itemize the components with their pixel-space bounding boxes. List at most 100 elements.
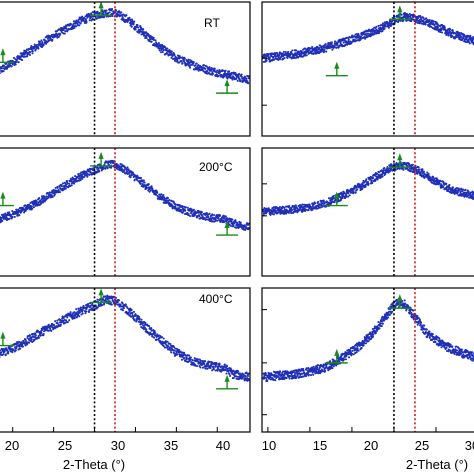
data-point — [175, 351, 178, 354]
data-point — [183, 60, 186, 63]
data-point — [59, 32, 62, 36]
data-point — [195, 364, 199, 368]
data-point — [129, 18, 132, 22]
data-point — [73, 317, 76, 320]
data-point — [268, 56, 271, 60]
data-point — [189, 356, 192, 359]
data-points-right-bottom — [262, 298, 474, 383]
data-point — [381, 30, 384, 33]
data-point — [183, 356, 186, 360]
data-point — [238, 72, 241, 75]
data-point — [356, 347, 359, 350]
data-point — [49, 327, 52, 330]
data-point — [225, 372, 228, 375]
data-point — [54, 320, 57, 323]
data-point — [451, 186, 455, 189]
data-point — [29, 51, 32, 54]
data-point — [188, 214, 192, 218]
data-point — [335, 364, 338, 367]
data-point — [72, 22, 75, 25]
data-point — [37, 47, 40, 50]
data-point — [79, 178, 82, 182]
data-point — [293, 373, 296, 376]
data-point — [78, 311, 81, 314]
data-point — [1, 215, 5, 218]
data-point — [28, 341, 31, 344]
data-point — [362, 344, 365, 347]
data-point — [32, 206, 35, 209]
data-point — [418, 168, 421, 171]
data-points-right-top — [262, 12, 474, 63]
data-point — [217, 217, 220, 220]
data-point — [42, 197, 45, 200]
data-point — [307, 209, 310, 212]
data-point — [121, 16, 124, 19]
data-point — [83, 175, 86, 179]
data-point — [236, 79, 239, 82]
data-point — [101, 9, 104, 12]
data-point — [127, 168, 130, 171]
data-point — [176, 353, 179, 356]
data-point — [348, 194, 351, 197]
data-points-left-top — [0, 7, 250, 85]
data-point — [85, 170, 88, 173]
data-point — [66, 182, 69, 185]
data-point — [129, 20, 132, 23]
data-point — [13, 215, 16, 218]
data-point — [73, 26, 76, 29]
data-point — [64, 182, 67, 185]
data-point — [366, 180, 370, 184]
data-point — [235, 77, 238, 80]
data-point — [37, 336, 40, 339]
data-point — [42, 201, 45, 204]
data-point — [110, 303, 113, 306]
data-point — [137, 26, 140, 29]
data-point — [284, 50, 287, 54]
panel-frame — [261, 1, 474, 137]
data-point — [7, 350, 10, 353]
data-point — [68, 182, 71, 185]
data-point — [68, 319, 71, 322]
data-point — [104, 167, 107, 170]
data-point — [11, 215, 14, 219]
data-point — [30, 205, 33, 208]
data-point — [312, 373, 315, 376]
data-point — [162, 193, 165, 197]
data-point — [156, 43, 159, 46]
data-point — [21, 345, 24, 348]
data-point — [317, 200, 320, 203]
data-point — [34, 204, 37, 207]
peak-marker — [216, 79, 239, 94]
data-point — [139, 182, 142, 185]
data-point — [229, 374, 232, 377]
data-point — [467, 190, 470, 193]
data-point — [229, 75, 232, 78]
data-point — [19, 211, 23, 214]
data-point — [371, 176, 375, 180]
data-point — [51, 195, 54, 198]
data-point — [10, 65, 13, 68]
data-point — [162, 337, 165, 340]
data-point — [200, 211, 203, 214]
data-point — [351, 34, 354, 37]
data-point — [209, 69, 213, 72]
data-point — [346, 195, 350, 198]
data-point — [40, 195, 44, 198]
data-point — [84, 19, 88, 22]
data-point — [139, 176, 143, 179]
data-point — [467, 40, 470, 43]
data-point — [142, 28, 145, 31]
data-point — [5, 347, 8, 350]
data-point — [428, 19, 431, 22]
data-point — [77, 307, 80, 310]
data-point — [204, 67, 207, 70]
data-point — [285, 376, 288, 379]
data-point — [166, 340, 169, 343]
data-point — [178, 348, 181, 352]
panel-left-middle — [0, 147, 251, 277]
data-point — [144, 321, 147, 324]
data-point — [91, 169, 95, 172]
data-point — [56, 319, 59, 322]
data-point — [53, 323, 56, 327]
data-point — [15, 60, 18, 63]
